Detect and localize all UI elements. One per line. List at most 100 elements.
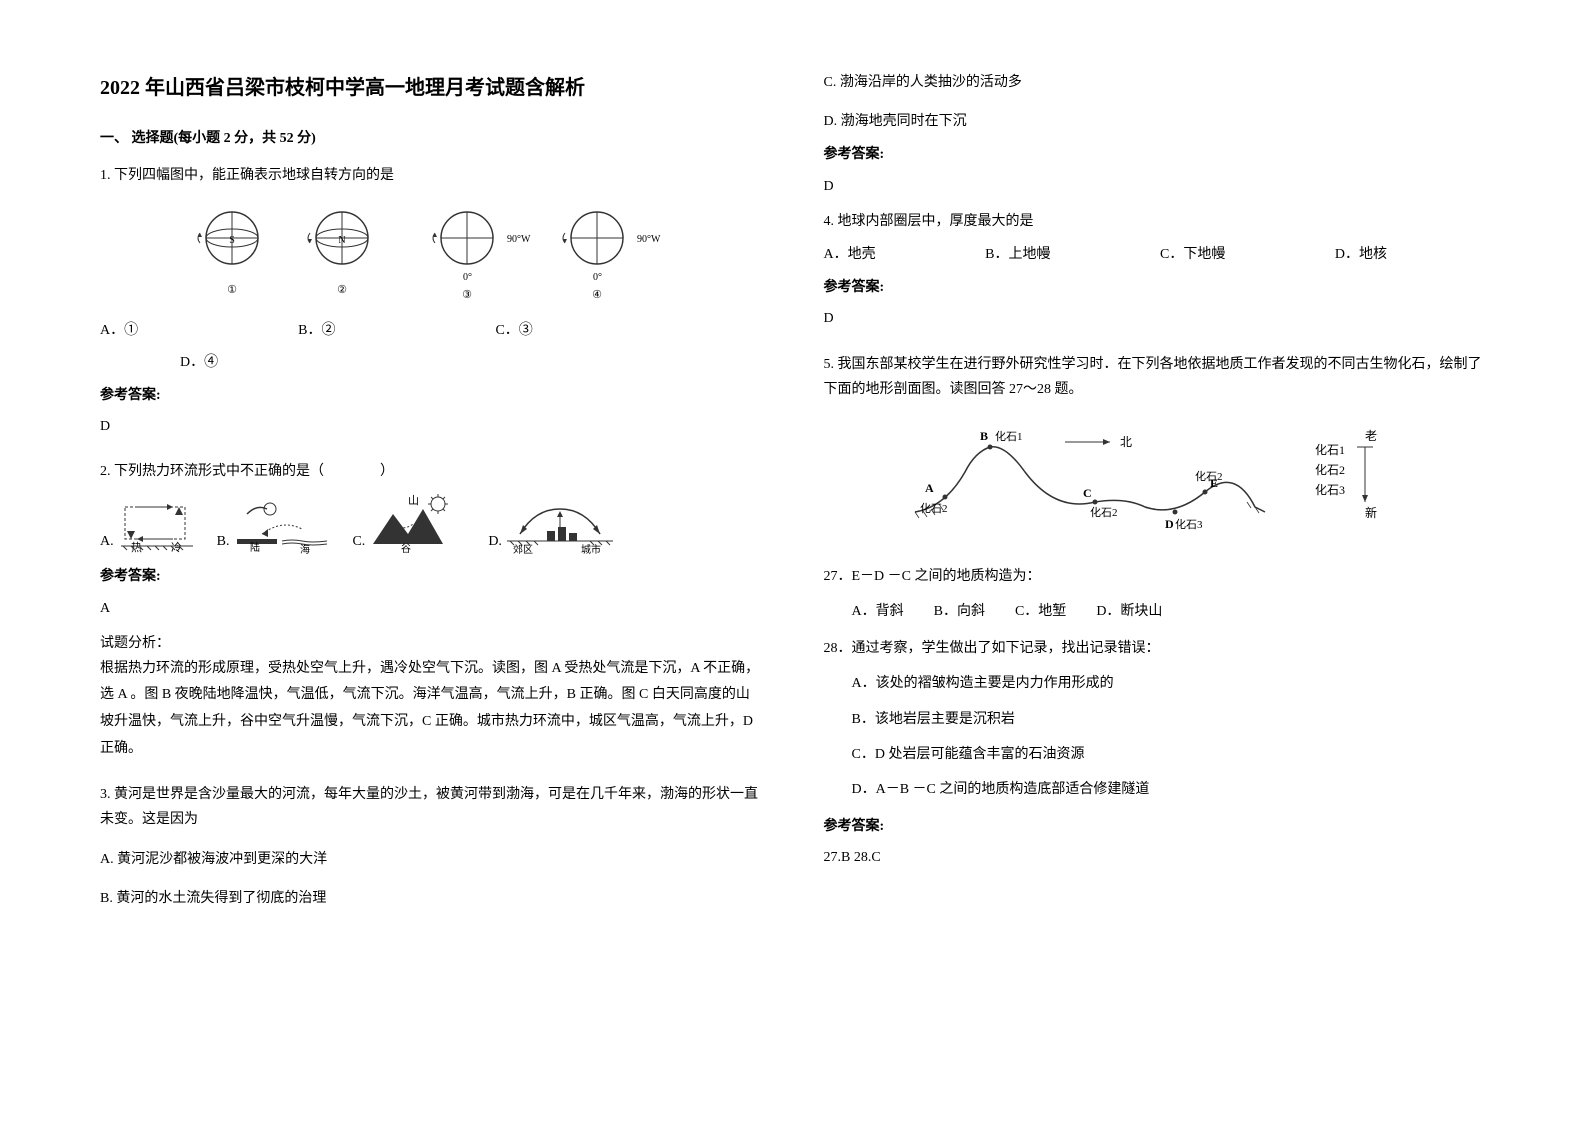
q2-svg-a: 热 冷: [117, 499, 197, 554]
globe3-w: 90°W: [507, 234, 531, 245]
q1-opt-a: A．①: [100, 318, 138, 343]
circle-1: ①: [227, 284, 237, 296]
left-column: 2022 年山西省吕梁市枝柯中学高一地理月考试题含解析 一、 选择题(每小题 2…: [100, 70, 764, 1052]
question-1: 1. 下列四幅图中，能正确表示地球自转方向的是 S ①: [100, 163, 764, 449]
q5-sub27: 27．E－D －C 之间的地质构造为： A．背斜 B．向斜 C．地堑 D．断块山: [824, 564, 1488, 624]
q1-opt-c: C．③: [495, 318, 532, 343]
q3-opt-a: A. 黄河泥沙都被海波冲到更深的大洋: [100, 847, 764, 872]
circle-3: ③: [462, 289, 472, 301]
q4-opt-b: B．上地幔: [985, 242, 1050, 267]
q2-opt-a-label: A.: [100, 529, 114, 554]
sub27-d: D．断块山: [1096, 599, 1162, 624]
svg-text:化石3: 化石3: [1175, 517, 1203, 531]
svg-text:化石2: 化石2: [1315, 463, 1345, 477]
q2-svg-c: 山 谷: [368, 494, 468, 554]
q5-sub28-text: 28．通过考察，学生做出了如下记录，找出记录错误：: [824, 636, 1488, 661]
q4-opt-c: C．下地幔: [1160, 242, 1225, 267]
globe4-0: 0°: [593, 272, 602, 283]
q3-opt-b: B. 黄河的水土流失得到了彻底的治理: [100, 886, 764, 911]
q1-text: 1. 下列四幅图中，能正确表示地球自转方向的是: [100, 163, 764, 188]
q3-answer: D: [824, 174, 1488, 199]
svg-text:谷: 谷: [401, 543, 411, 554]
q1-opt-b: B．②: [298, 318, 335, 343]
q4-text: 4. 地球内部圈层中，厚度最大的是: [824, 209, 1488, 234]
question-5: 5. 我国东部某校学生在进行野外研究性学习时．在下列各地依据地质工作者发现的不同…: [824, 352, 1488, 881]
q2-answer: A: [100, 596, 764, 621]
svg-text:化石2: 化石2: [1195, 469, 1223, 483]
svg-text:化石2: 化石2: [920, 501, 948, 515]
question-4: 4. 地球内部圈层中，厚度最大的是 A．地壳 B．上地幔 C．下地幔 D．地核 …: [824, 209, 1488, 342]
svg-text:郊区: 郊区: [513, 543, 533, 554]
svg-text:化石1: 化石1: [995, 429, 1023, 443]
q4-opt-d: D．地核: [1335, 242, 1387, 267]
svg-text:C: C: [1083, 486, 1092, 500]
q5-diagram: B 化石1 A 化石2 C 化石2 E 化石2 D 化石3 北 老: [824, 412, 1488, 552]
section-header: 一、 选择题(每小题 2 分，共 52 分): [100, 126, 764, 151]
page-title: 2022 年山西省吕梁市枝柯中学高一地理月考试题含解析: [100, 70, 764, 106]
globe4-w: 90°W: [637, 234, 661, 245]
q2-answer-label: 参考答案:: [100, 564, 764, 589]
q1-diagram: S ① N ②: [100, 198, 764, 308]
globe3-0: 0°: [463, 272, 472, 283]
q3-opt-c: C. 渤海沿岸的人类抽沙的活动多: [824, 70, 1488, 95]
svg-text:北: 北: [1120, 435, 1132, 449]
q3-answer-label: 参考答案:: [824, 142, 1488, 167]
q2-text: 2. 下列热力环流形式中不正确的是（ ）: [100, 459, 764, 484]
question-3: 3. 黄河是世界是含沙量最大的河流，每年大量的沙土，被黄河带到渤海，可是在几千年…: [100, 782, 764, 911]
svg-text:陆: 陆: [250, 541, 260, 554]
q5-text: 5. 我国东部某校学生在进行野外研究性学习时．在下列各地依据地质工作者发现的不同…: [824, 352, 1488, 402]
sub28-a: A．该处的褶皱构造主要是内力作用形成的: [852, 671, 1488, 696]
q5-sub27-text: 27．E－D －C 之间的地质构造为：: [824, 564, 1488, 589]
circle-2: ②: [337, 284, 347, 296]
q5-answer: 27.B 28.C: [824, 845, 1488, 870]
sub28-d: D．A－B －C 之间的地质构造底部适合修建隧道: [852, 777, 1488, 802]
sub27-c: C．地堑: [1015, 599, 1066, 624]
q3-text: 3. 黄河是世界是含沙量最大的河流，每年大量的沙土，被黄河带到渤海，可是在几千年…: [100, 782, 764, 832]
q5-sub28: 28．通过考察，学生做出了如下记录，找出记录错误： A．该处的褶皱构造主要是内力…: [824, 636, 1488, 802]
svg-text:化石1: 化石1: [1315, 443, 1345, 457]
q5-sub27-opts: A．背斜 B．向斜 C．地堑 D．断块山: [852, 599, 1488, 624]
svg-text:海: 海: [300, 543, 310, 554]
q2-opt-b-label: B.: [217, 529, 230, 554]
globe1-label: S: [229, 235, 235, 246]
svg-text:A: A: [925, 481, 934, 495]
sub27-b: B．向斜: [934, 599, 985, 624]
q4-opt-a: A．地壳: [824, 242, 876, 267]
q1-opt-d: D．④: [180, 350, 764, 375]
q2-opt-c-label: C.: [352, 529, 365, 554]
svg-text:城市: 城市: [581, 543, 601, 554]
q1-options: A．① B．② C．③: [100, 318, 764, 343]
circle-4: ④: [592, 289, 602, 301]
svg-text:B: B: [980, 429, 988, 443]
q2-exp-label: 试题分析：: [100, 631, 764, 656]
globes-svg: S ① N ②: [192, 198, 672, 308]
q2-diagram: A. 热 冷: [100, 494, 764, 554]
svg-text:山: 山: [408, 494, 419, 507]
q4-options: A．地壳 B．上地幔 C．下地幔 D．地核: [824, 242, 1488, 267]
svg-text:D: D: [1165, 517, 1174, 531]
svg-text:新: 新: [1365, 505, 1377, 520]
q2-diag-d: D. 郊区: [488, 499, 615, 554]
q1-answer: D: [100, 414, 764, 439]
q2-diag-a: A. 热 冷: [100, 499, 197, 554]
svg-text:老: 老: [1365, 429, 1377, 443]
q2-diag-c: C. 山 谷: [352, 494, 468, 554]
q4-answer: D: [824, 306, 1488, 331]
sub28-c: C．D 处岩层可能蕴含丰富的石油资源: [852, 742, 1488, 767]
q2-svg-b: 陆 海: [232, 499, 332, 554]
q3-opt-d: D. 渤海地壳同时在下沉: [824, 109, 1488, 134]
right-column: C. 渤海沿岸的人类抽沙的活动多 D. 渤海地壳同时在下沉 参考答案: D 4.…: [824, 70, 1488, 1052]
svg-text:化石3: 化石3: [1315, 483, 1345, 497]
q1-answer-label: 参考答案:: [100, 383, 764, 408]
q5-sub28-opts: A．该处的褶皱构造主要是内力作用形成的 B．该地岩层主要是沉积岩 C．D 处岩层…: [852, 671, 1488, 802]
question-2: 2. 下列热力环流形式中不正确的是（ ） A. 热 冷: [100, 459, 764, 772]
sub28-b: B．该地岩层主要是沉积岩: [852, 707, 1488, 732]
q2-svg-d: 郊区 城市: [505, 499, 615, 554]
q2-diag-b: B. 陆 海: [217, 499, 333, 554]
q2-explanation: 根据热力环流的形成原理，受热处空气上升，遇冷处空气下沉。读图，图 A 受热处气流…: [100, 656, 764, 762]
q4-answer-label: 参考答案:: [824, 275, 1488, 300]
terrain-svg: B 化石1 A 化石2 C 化石2 E 化石2 D 化石3 北 老: [895, 412, 1415, 552]
q5-answer-label: 参考答案:: [824, 814, 1488, 839]
q2-opt-d-label: D.: [488, 529, 502, 554]
globe2-label: N: [338, 235, 345, 246]
